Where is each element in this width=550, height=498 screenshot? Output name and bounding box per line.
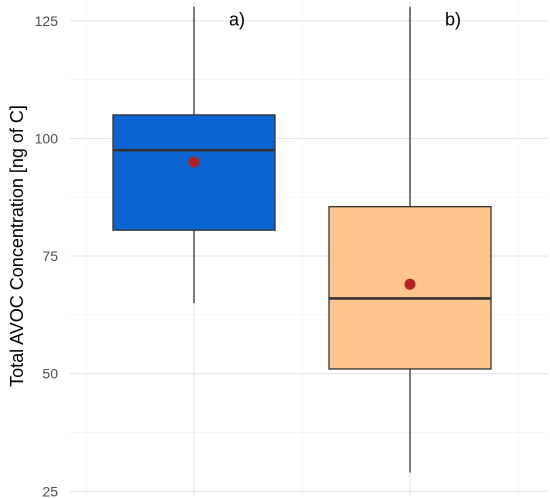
- mean-point: [188, 156, 200, 168]
- y-axis-title: Total AVOC Concentration [ng of C]: [7, 105, 27, 387]
- y-tick-label: 75: [42, 248, 58, 264]
- y-tick-label: 25: [42, 483, 58, 498]
- box-group: [112, 6, 276, 304]
- boxes: [112, 6, 492, 473]
- box-annotations: a) b): [229, 10, 461, 30]
- box-group: [328, 6, 492, 473]
- box-annotation: b): [445, 10, 461, 30]
- y-tick-label: 50: [42, 366, 58, 382]
- mean-point: [404, 278, 416, 290]
- y-tick-label: 125: [35, 13, 59, 29]
- y-tick-labels: 25 50 75 100 125: [35, 13, 59, 498]
- box-annotation: a): [229, 10, 245, 30]
- box-iqr: [112, 114, 276, 231]
- y-tick-label: 100: [35, 130, 59, 146]
